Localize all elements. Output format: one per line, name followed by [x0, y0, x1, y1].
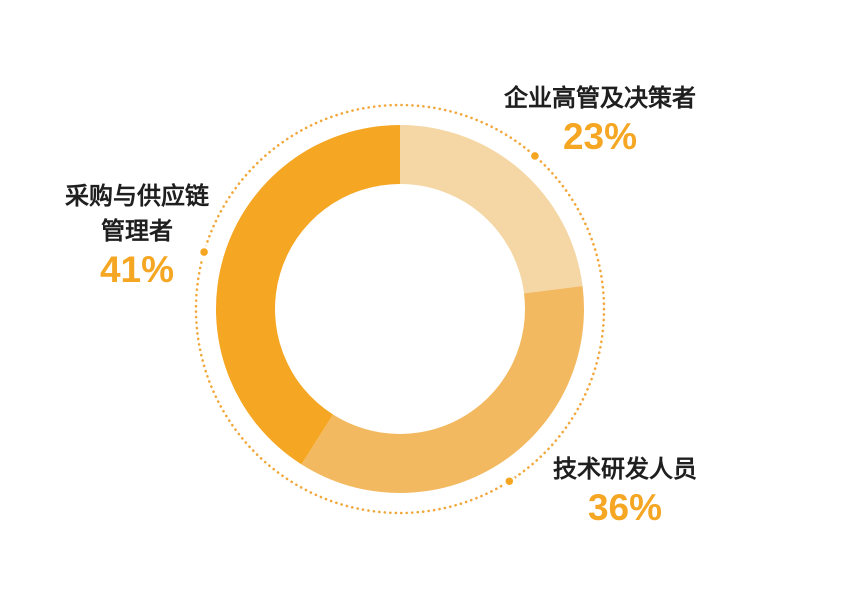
- callout-executives: 企业高管及决策者 23%: [460, 81, 740, 157]
- donut-segments: [215, 124, 585, 494]
- callout-tech-value: 36%: [587, 487, 663, 528]
- callout-dot-tech-rd: [502, 474, 516, 488]
- callout-procurement-label: 采购与供应链 管理者: [65, 183, 209, 245]
- callout-dots: [197, 149, 542, 488]
- donut-segment-procurement-supply-chain: [215, 124, 400, 465]
- callout-procurement: 采购与供应链 管理者 41%: [27, 179, 247, 290]
- callout-executives-label: 企业高管及决策者: [504, 85, 696, 112]
- callout-procurement-value: 41%: [99, 249, 175, 290]
- callout-tech-label: 技术研发人员: [553, 456, 697, 483]
- donut-segment-executives: [400, 124, 583, 294]
- donut-segment-tech-rd: [301, 285, 585, 494]
- callout-dot-procurement-supply-chain: [197, 245, 211, 259]
- dotted-ring: [194, 103, 606, 515]
- callout-tech: 技术研发人员 36%: [495, 452, 755, 528]
- callout-dot-executives: [528, 149, 542, 163]
- callout-executives-value: 23%: [562, 116, 638, 157]
